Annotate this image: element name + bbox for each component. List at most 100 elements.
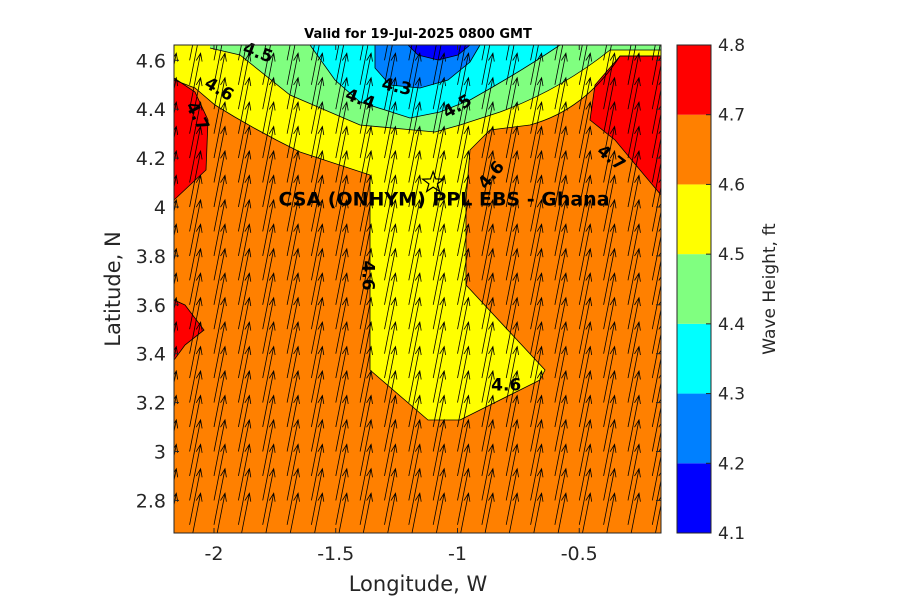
- wave-direction-arrow: [338, 492, 349, 533]
- y-tick-label: 4: [154, 197, 166, 219]
- wave-direction-arrow: [505, 45, 515, 85]
- wave-band-4.7-4.8-east: [590, 56, 661, 195]
- x-tick-label: -2: [205, 543, 224, 565]
- wave-direction-arrow: [384, 76, 398, 134]
- wave-direction-arrow: [530, 247, 544, 305]
- wave-direction-arrow: [457, 45, 466, 85]
- wave-direction-arrow: [189, 418, 203, 476]
- wave-direction-arrow: [603, 345, 617, 403]
- wave-direction-arrow: [311, 52, 325, 110]
- wave-direction-arrow: [530, 223, 544, 281]
- wave-direction-arrow: [651, 373, 661, 428]
- colorbar-tick-label: 4.2: [718, 454, 745, 474]
- wave-direction-arrow: [213, 369, 227, 428]
- wave-direction-arrow: [384, 198, 398, 256]
- wave-direction-arrow: [651, 129, 661, 183]
- wave-direction-arrow: [335, 443, 349, 501]
- x-axis-ticks: -2 -1.5 -1 -0.5: [205, 45, 598, 565]
- wave-direction-arrow: [286, 223, 300, 281]
- wave-direction-arrow: [311, 174, 325, 232]
- wave-direction-arrow: [603, 272, 617, 330]
- wave-direction-arrow: [432, 198, 446, 256]
- colorbar-tick-label: 4.8: [718, 36, 745, 56]
- wave-direction-arrow: [651, 227, 661, 281]
- contour-line-4.7-southwest: [174, 299, 205, 361]
- wave-direction-arrow: [286, 45, 296, 85]
- wave-direction-arrow: [311, 296, 325, 354]
- wave-direction-arrow: [530, 296, 544, 354]
- wave-direction-arrow: [578, 345, 593, 403]
- wave-direction-arrow: [578, 223, 593, 281]
- wave-direction-arrow: [213, 296, 227, 354]
- wave-direction-arrow: [481, 247, 495, 305]
- wave-direction-arrow: [213, 247, 227, 305]
- wave-direction-arrow: [213, 272, 227, 330]
- wave-direction-arrow: [238, 174, 252, 232]
- wave-direction-arrow: [435, 492, 446, 533]
- wave-direction-arrow: [530, 125, 544, 183]
- wave-direction-arrow: [359, 247, 373, 305]
- wave-direction-arrow: [311, 320, 325, 379]
- wave-direction-arrow: [557, 492, 568, 533]
- wave-direction-arrow: [603, 45, 612, 85]
- wave-direction-arrow: [457, 223, 471, 281]
- colorbar-swatch: [677, 323, 711, 394]
- wave-direction-arrow: [530, 45, 535, 61]
- contour-line-4.4: [309, 45, 561, 119]
- wave-direction-arrow: [408, 467, 422, 525]
- wave-direction-arrow: [384, 443, 398, 501]
- wave-direction-arrow: [627, 418, 641, 476]
- wave-direction-arrow: [286, 45, 291, 61]
- wave-direction-arrow: [432, 52, 446, 110]
- wave-direction-arrow: [335, 125, 349, 183]
- wave-direction-arrow: [216, 492, 227, 533]
- wave-direction-arrow: [213, 174, 227, 232]
- wave-direction-arrow: [505, 76, 519, 134]
- wave-direction-arrow: [311, 247, 325, 305]
- wave-direction-arrow: [189, 247, 203, 305]
- wave-direction-arrow: [238, 223, 252, 281]
- colorbar-swatch: [677, 463, 711, 533]
- wave-direction-arrow: [432, 45, 437, 61]
- wave-direction-arrow: [335, 467, 349, 525]
- wave-direction-arrow: [189, 443, 203, 501]
- wave-direction-arrow: [335, 76, 349, 134]
- wave-direction-arrow: [384, 418, 398, 476]
- wave-direction-arrow: [628, 0, 640, 36]
- wave-direction-arrow: [481, 394, 495, 452]
- wave-direction-arrow: [554, 345, 568, 403]
- wave-direction-arrow: [359, 345, 373, 403]
- wave-direction-arrow: [432, 296, 446, 354]
- wave-direction-arrow: [432, 45, 442, 85]
- wave-direction-arrow: [262, 52, 276, 110]
- wave-direction-arrow: [189, 45, 198, 85]
- wave-direction-arrow: [311, 149, 325, 208]
- wave-direction-arrow: [457, 394, 471, 452]
- wave-direction-arrow: [286, 198, 300, 256]
- wave-direction-arrow: [362, 492, 373, 533]
- wave-direction-arrow: [530, 467, 544, 525]
- wave-direction-arrow: [603, 125, 617, 183]
- wave-direction-arrow: [457, 52, 471, 110]
- wave-direction-arrow: [627, 223, 641, 281]
- wave-direction-arrow: [335, 52, 349, 110]
- wave-direction-arrow: [286, 345, 300, 403]
- wave-direction-arrow: [627, 45, 632, 61]
- wave-direction-arrow: [578, 443, 593, 501]
- wave-direction-arrow: [359, 100, 373, 159]
- wave-direction-arrow: [238, 0, 250, 36]
- wave-direction-arrow: [505, 345, 519, 403]
- wave-direction-arrow: [651, 202, 661, 256]
- wave-direction-arrow: [481, 174, 495, 232]
- wave-direction-arrow: [481, 369, 495, 428]
- wave-direction-arrow: [651, 398, 661, 452]
- wave-direction-arrow: [359, 76, 373, 134]
- wave-direction-arrow: [481, 100, 495, 159]
- wave-direction-arrow: [408, 272, 422, 330]
- wave-direction-arrow: [262, 418, 276, 476]
- wave-direction-arrow: [335, 394, 349, 452]
- wave-direction-arrow: [481, 418, 495, 476]
- wave-direction-arrow: [627, 272, 641, 330]
- wave-direction-arrow: [189, 198, 203, 256]
- wave-direction-arrow: [238, 198, 252, 256]
